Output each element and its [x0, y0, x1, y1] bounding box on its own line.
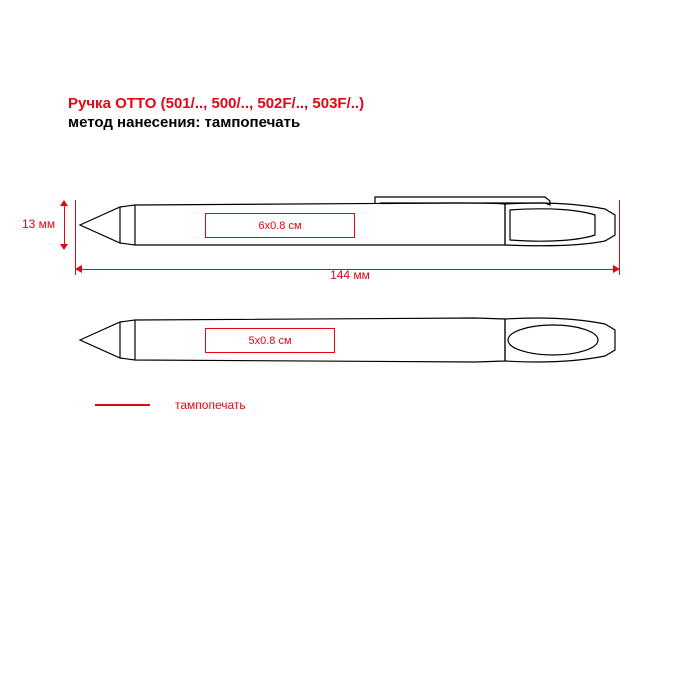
legend-line-icon [95, 404, 150, 406]
height-dimension-label: 13 мм [22, 217, 55, 231]
print-area-bottom: 5х0.8 см [205, 328, 335, 353]
height-dimension-line [60, 200, 70, 250]
print-area-bottom-label: 5х0.8 см [248, 335, 291, 347]
legend-label: тампопечать [175, 398, 246, 412]
header: Ручка OTTO (501/.., 500/.., 502F/.., 503… [68, 95, 364, 131]
legend: тампопечать [95, 398, 246, 412]
print-area-top: 6х0.8 см [205, 213, 355, 238]
print-area-top-label: 6х0.8 см [258, 220, 301, 232]
pen-diagram-bottom [75, 310, 620, 370]
product-title: Ручка OTTO (501/.., 500/.., 502F/.., 503… [68, 95, 364, 112]
width-dimension-label: 144 мм [0, 268, 700, 282]
method-subtitle: метод нанесения: тампопечать [68, 114, 364, 131]
